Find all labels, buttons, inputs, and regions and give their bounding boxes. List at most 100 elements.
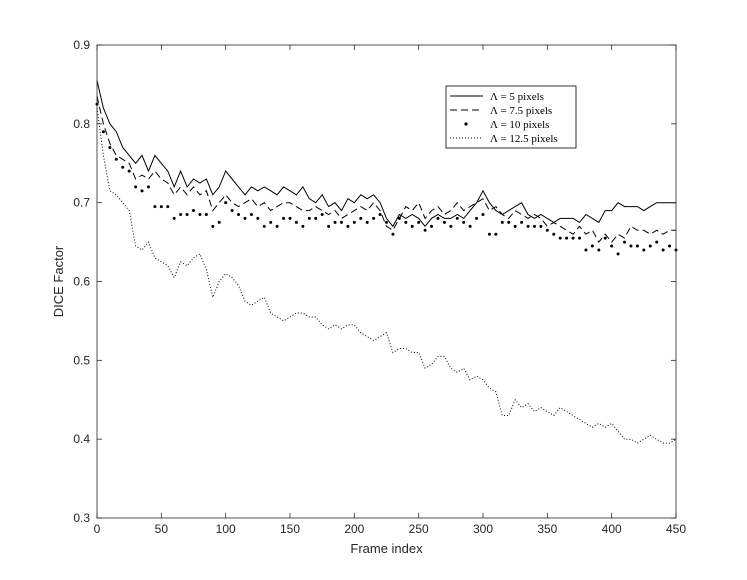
series-point-lambda-10	[101, 130, 105, 134]
series-point-lambda-10	[571, 236, 575, 240]
legend: Λ = 5 pixels Λ = 7.5 pixels Λ = 10 pixels Λ…	[445, 85, 577, 149]
series-point-lambda-10	[301, 224, 305, 228]
series-point-lambda-10	[623, 240, 627, 244]
series-point-lambda-10	[198, 212, 202, 216]
series-point-lambda-10	[237, 212, 241, 216]
series-point-lambda-10	[442, 220, 446, 224]
series-point-lambda-10	[166, 205, 170, 209]
x-tick-label: 50	[155, 522, 169, 536]
y-tick-label: 0.3	[73, 511, 90, 525]
series-point-lambda-10	[333, 220, 337, 224]
y-tick-label: 0.9	[73, 38, 90, 52]
series-point-lambda-10	[185, 212, 189, 216]
series-point-lambda-10	[327, 224, 331, 228]
series-point-lambda-10	[532, 224, 536, 228]
series-point-lambda-10	[430, 224, 434, 228]
series-point-lambda-10	[668, 244, 672, 248]
series-point-lambda-10	[597, 248, 601, 252]
legend-label: Λ = 10 pixels	[490, 119, 549, 131]
series-point-lambda-10	[372, 216, 376, 220]
series-point-lambda-10	[288, 216, 292, 220]
series-point-lambda-10	[204, 212, 208, 216]
y-axis-label: DICE Factor	[51, 245, 66, 317]
series-point-lambda-10	[346, 224, 350, 228]
series-point-lambda-10	[500, 220, 504, 224]
ticks-layer: 0 50 100 150 200 250 300 350 400 450 0.3 0.4 0.5 0.6 0…	[73, 38, 686, 536]
series-point-lambda-10	[507, 220, 511, 224]
series-point-lambda-10	[410, 224, 414, 228]
series-point-lambda-10	[423, 228, 427, 232]
series-point-lambda-10	[159, 205, 163, 209]
x-tick-label: 400	[602, 522, 622, 536]
series-point-lambda-10	[616, 252, 620, 256]
x-tick-label: 150	[280, 522, 300, 536]
series-point-lambda-10	[275, 224, 279, 228]
series-point-lambda-10	[494, 232, 498, 236]
series-point-lambda-10	[230, 209, 234, 213]
series-point-lambda-10	[224, 201, 228, 205]
series-point-lambda-10	[655, 240, 659, 244]
legend-label: Λ = 12.5 pixels	[490, 133, 558, 145]
series-point-lambda-10	[629, 244, 633, 248]
series-point-lambda-10	[635, 244, 639, 248]
series-point-lambda-10	[282, 216, 286, 220]
series-point-lambda-10	[359, 216, 363, 220]
series-point-lambda-10	[339, 220, 343, 224]
series-point-lambda-10	[590, 244, 594, 248]
series-point-lambda-10	[603, 236, 607, 240]
series-point-lambda-10	[108, 145, 112, 149]
series-point-lambda-10	[217, 220, 221, 224]
series-point-lambda-10	[114, 157, 118, 161]
series-layer	[95, 80, 678, 444]
series-point-lambda-10	[475, 216, 479, 220]
legend-label: Λ = 7.5 pixels	[490, 105, 552, 117]
x-tick-label: 300	[473, 522, 493, 536]
series-point-lambda-10	[121, 165, 125, 169]
series-point-lambda-10	[455, 216, 459, 220]
series-point-lambda-10	[256, 216, 260, 220]
series-point-lambda-10	[513, 224, 517, 228]
series-point-lambda-10	[610, 244, 614, 248]
series-point-lambda-10	[320, 212, 324, 216]
series-point-lambda-10	[127, 169, 131, 173]
y-tick-label: 0.4	[73, 432, 90, 446]
series-point-lambda-10	[584, 248, 588, 252]
series-point-lambda-10	[404, 220, 408, 224]
y-tick-label: 0.7	[73, 196, 90, 210]
series-point-lambda-10	[294, 220, 298, 224]
series-point-lambda-10	[648, 244, 652, 248]
series-point-lambda-10	[249, 212, 253, 216]
series-point-lambda-10	[552, 232, 556, 236]
series-point-lambda-10	[262, 224, 266, 228]
series-point-lambda-10	[314, 216, 318, 220]
x-tick-label: 450	[666, 522, 686, 536]
series-point-lambda-10	[520, 220, 524, 224]
series-point-lambda-10	[269, 220, 273, 224]
series-point-lambda-10	[539, 224, 543, 228]
series-point-lambda-10	[352, 220, 356, 224]
x-tick-label: 250	[409, 522, 429, 536]
series-point-lambda-10	[146, 185, 150, 189]
series-line-2	[96, 96, 676, 243]
x-tick-label: 200	[344, 522, 364, 536]
series-point-lambda-10	[243, 216, 247, 220]
series-point-lambda-10	[642, 248, 646, 252]
series-point-lambda-10	[558, 236, 562, 240]
series-point-lambda-10	[172, 216, 176, 220]
series-point-lambda-10	[140, 189, 144, 193]
series-point-lambda-10	[578, 236, 581, 240]
series-point-lambda-10	[134, 185, 138, 189]
series-point-lambda-10	[192, 209, 195, 213]
series-point-lambda-10	[397, 216, 401, 220]
y-tick-label: 0.5	[73, 353, 90, 367]
series-point-lambda-10	[487, 232, 491, 236]
series-point-lambda-10	[661, 248, 665, 252]
legend-swatch	[464, 122, 468, 126]
legend-label: Λ = 5 pixels	[490, 91, 544, 103]
series-point-lambda-10	[365, 220, 369, 224]
series-point-lambda-10	[565, 236, 569, 240]
series-point-lambda-10	[378, 212, 382, 216]
x-axis-label: Frame index	[350, 541, 423, 556]
